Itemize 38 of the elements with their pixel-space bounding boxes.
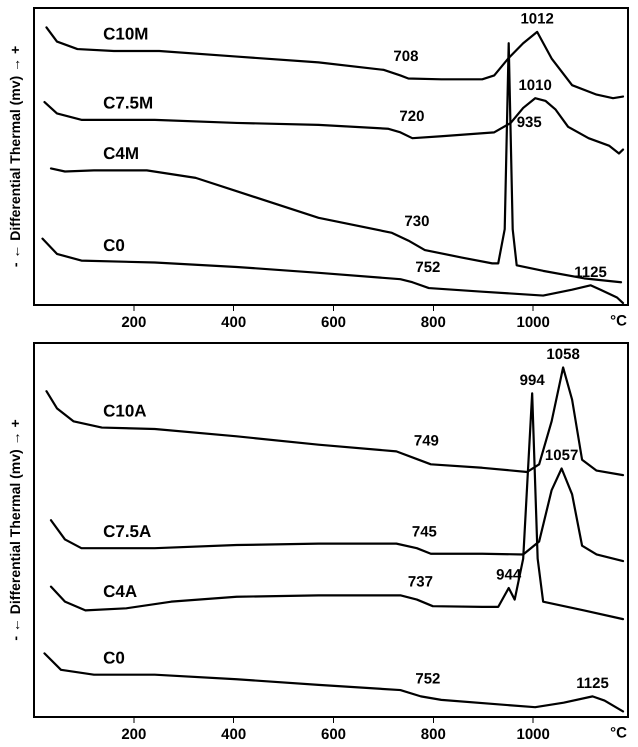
x-tick-label: 200: [121, 314, 146, 332]
annotation: 935: [516, 114, 542, 131]
annotation: 1058: [546, 346, 580, 364]
annotation: 1125: [574, 264, 607, 281]
annotation: 994: [520, 372, 546, 389]
annotation: 1012: [520, 10, 554, 28]
annotation: 1057: [544, 447, 578, 464]
series-label: C10A: [103, 401, 147, 420]
annotation: 708: [393, 48, 418, 66]
series-label: C0: [103, 648, 125, 668]
annotation: 745: [412, 523, 437, 540]
series-label: C7.5M: [103, 94, 154, 113]
x-tick-label: 1000: [516, 314, 550, 332]
x-axis-title: °C: [610, 312, 628, 330]
series-label: C4M: [103, 144, 140, 164]
x-tick-label: 200: [121, 726, 146, 744]
series-label: C0: [103, 236, 125, 256]
series-label: C7.5A: [103, 522, 152, 541]
series-label: C10M: [103, 24, 148, 44]
y-axis-title: - ← Differential Thermal (mv) → +: [6, 46, 23, 268]
annotation: 1125: [576, 675, 609, 692]
annotation: 720: [399, 108, 424, 125]
x-tick-label: 400: [221, 314, 246, 332]
x-axis-title: °C: [610, 724, 628, 742]
annotation: 752: [415, 670, 440, 688]
annotation: 1010: [518, 76, 552, 94]
annotation: 737: [408, 573, 433, 590]
x-tick-label: 400: [221, 726, 246, 744]
x-tick-label: 1000: [516, 726, 550, 744]
x-tick-label: 600: [320, 314, 346, 332]
x-tick-label: 800: [420, 726, 446, 744]
annotation: 749: [414, 432, 439, 450]
y-axis-title: - ← Differential Thermal (mv) → +: [6, 419, 23, 641]
x-tick-label: 600: [320, 726, 346, 744]
annotation: 730: [404, 213, 430, 230]
annotation: 752: [415, 258, 440, 276]
series-label: C4A: [103, 582, 138, 601]
x-tick-label: 800: [420, 314, 446, 332]
